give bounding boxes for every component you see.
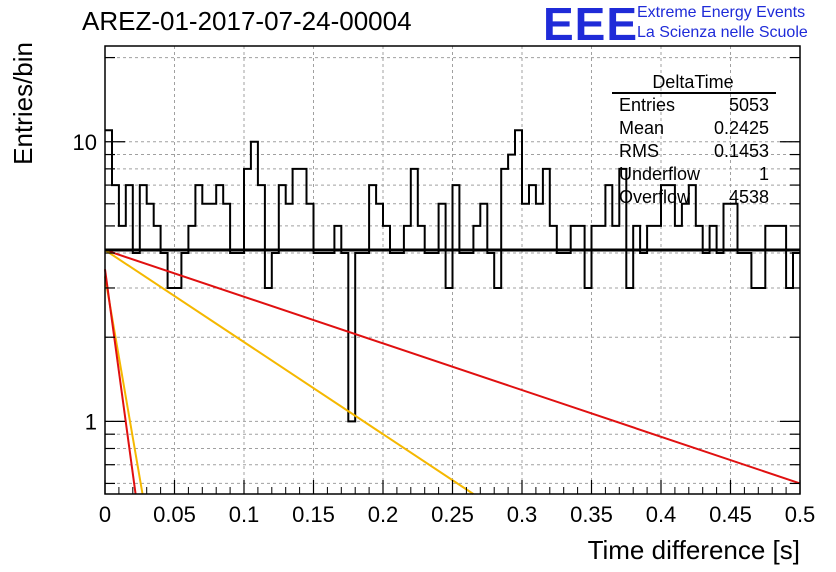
stats-label: Underflow xyxy=(619,164,701,184)
brand-line-1: Extreme Energy Events xyxy=(637,4,806,21)
y-tick-label: 10 xyxy=(73,130,97,155)
y-axis-label: Entries/bin xyxy=(8,42,38,165)
stats-box: DeltaTime Entries 5053 Mean 0.2425 RMS 0.1453 U… xyxy=(612,72,776,207)
stats-label: Overflow xyxy=(619,187,691,207)
x-tick-label: 0.35 xyxy=(570,502,613,527)
stats-value: 4538 xyxy=(729,187,769,207)
x-axis-label: Time difference [s] xyxy=(588,535,800,565)
stats-label: RMS xyxy=(619,141,659,161)
yellow-fit-line xyxy=(104,249,474,495)
chart-title: AREZ-01-2017-07-24-00004 xyxy=(82,6,412,36)
x-tick-label: 0.3 xyxy=(507,502,538,527)
x-tick-label: 0.45 xyxy=(709,502,752,527)
red-fit-line xyxy=(104,269,137,495)
axis-ticks: 0 0.05 0.1 0.15 0.2 0.25 0.3 0.35 0.4 0.45 0.5 1 10 xyxy=(73,56,816,527)
stats-value: 5053 xyxy=(729,95,769,115)
x-tick-label: 0 xyxy=(99,502,111,527)
red-fit-line xyxy=(104,249,801,485)
stats-value: 0.1453 xyxy=(714,141,769,161)
x-tick-label: 0.2 xyxy=(368,502,399,527)
stats-value: 1 xyxy=(759,164,769,184)
fit-lines xyxy=(104,248,801,495)
histogram-series xyxy=(105,129,800,423)
eee-logo: EEE xyxy=(543,0,639,50)
stats-label: Entries xyxy=(619,95,675,115)
x-tick-label: 0.25 xyxy=(431,502,474,527)
x-tick-label: 0.5 xyxy=(785,502,816,527)
y-tick-label: 1 xyxy=(85,409,97,434)
x-tick-label: 0.05 xyxy=(153,502,196,527)
x-tick-label: 0.1 xyxy=(229,502,260,527)
stats-title: DeltaTime xyxy=(652,72,733,92)
x-tick-label: 0.15 xyxy=(292,502,335,527)
stats-value: 0.2425 xyxy=(714,118,769,138)
stats-label: Mean xyxy=(619,118,664,138)
x-tick-label: 0.4 xyxy=(646,502,677,527)
histogram-steps xyxy=(105,129,800,423)
brand-line-2: La Scienza nelle Scuole xyxy=(637,24,808,41)
